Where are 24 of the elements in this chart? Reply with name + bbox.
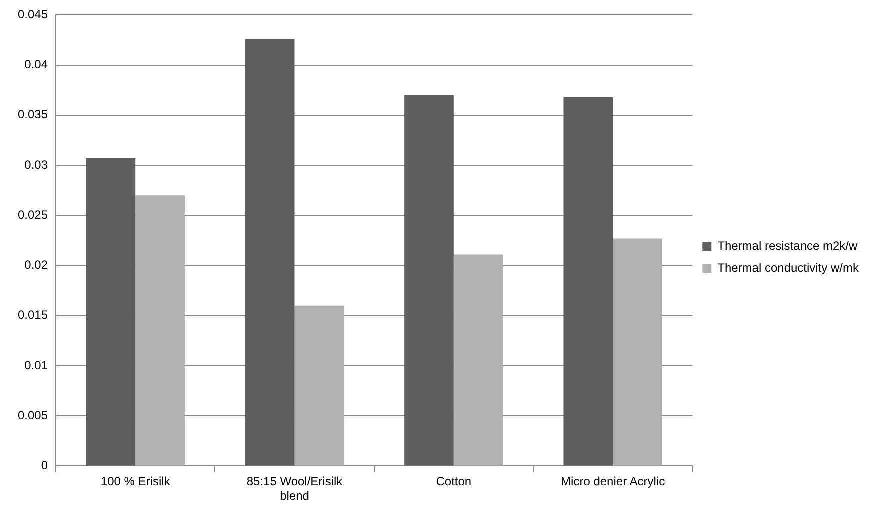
y-tick-label: 0.045 xyxy=(18,8,48,22)
y-tick-label: 0.035 xyxy=(18,108,48,122)
y-tick-label: 0.005 xyxy=(18,408,48,422)
y-tick-label: 0 xyxy=(41,458,48,473)
bar xyxy=(454,254,504,466)
y-tick-label: 0.01 xyxy=(24,358,48,372)
bar xyxy=(294,306,344,466)
x-tick-label: Micro denier Acrylic xyxy=(561,474,666,489)
x-tick-label: 100 % Erisilk xyxy=(100,474,172,489)
bar xyxy=(404,95,454,466)
x-tick-label: 85:15 Wool/Erisilk blend xyxy=(246,474,344,504)
y-tick-label: 0.03 xyxy=(24,158,48,172)
bar xyxy=(613,238,662,466)
y-tick-label: 0.04 xyxy=(24,58,48,72)
bar xyxy=(245,39,295,466)
legend-label: Thermal conductivity w/mk xyxy=(718,260,860,275)
y-tick-label: 0.025 xyxy=(18,208,48,222)
legend-label: Thermal resistance m2k/w xyxy=(718,238,858,253)
bar xyxy=(86,158,136,466)
y-tick-label: 0.02 xyxy=(24,258,48,272)
bar xyxy=(136,196,185,466)
x-tick-label: Cotton xyxy=(436,474,472,489)
y-tick-label: 0.015 xyxy=(18,308,48,322)
bar xyxy=(564,97,614,466)
